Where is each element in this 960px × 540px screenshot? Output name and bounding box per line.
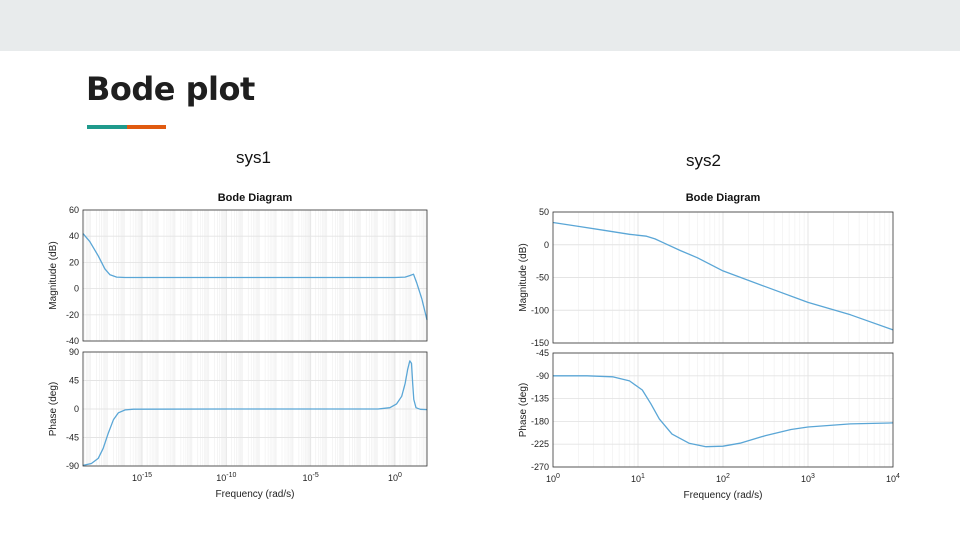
x-tick-label: 101 <box>631 473 645 484</box>
phase-series-line <box>82 360 428 467</box>
chart-title: Bode Diagram <box>218 192 293 204</box>
x-tick-label: 100 <box>388 472 402 483</box>
magnitude-y-tick-label: 40 <box>69 231 79 241</box>
magnitude-y-tick-label: 0 <box>74 284 79 294</box>
magnitude-y-tick-label: -20 <box>66 310 79 320</box>
magnitude-y-tick-label: 50 <box>539 207 549 217</box>
phase-y-axis-label: Phase (deg) <box>518 383 529 437</box>
x-tick-label: 10-10 <box>216 472 236 483</box>
phase-y-tick-label: 0 <box>74 404 79 414</box>
magnitude-y-tick-label: -40 <box>66 336 79 346</box>
phase-y-tick-label: -135 <box>531 394 549 404</box>
magnitude-axes-frame <box>552 211 894 344</box>
x-tick-label: 100 <box>546 473 560 484</box>
phase-axes-frame <box>82 351 428 467</box>
phase-y-tick-label: 45 <box>69 376 79 386</box>
magnitude-y-tick-label: -150 <box>531 338 549 348</box>
magnitude-y-tick-label: 20 <box>69 257 79 267</box>
accent-bar-orange <box>127 125 166 129</box>
magnitude-y-tick-label: -100 <box>531 305 549 315</box>
plot-label-sys2: sys2 <box>686 151 721 170</box>
plot-label-sys1: sys1 <box>236 148 271 167</box>
phase-y-tick-label: -180 <box>531 416 549 426</box>
phase-y-tick-label: -45 <box>536 348 549 358</box>
magnitude-y-axis-label: Magnitude (dB) <box>48 241 59 309</box>
x-axis-label: Frequency (rad/s) <box>684 490 763 501</box>
magnitude-series-line <box>552 221 894 331</box>
x-tick-label: 10-15 <box>132 472 152 483</box>
phase-y-tick-label: -90 <box>66 461 79 471</box>
magnitude-y-tick-label: 60 <box>69 205 79 215</box>
x-tick-label: 10-5 <box>303 472 319 483</box>
x-axis-label: Frequency (rad/s) <box>216 489 295 500</box>
top-bar <box>0 0 960 51</box>
phase-series-line <box>553 375 894 448</box>
accent-bar-teal <box>87 125 127 129</box>
phase-y-axis-label: Phase (deg) <box>48 382 59 436</box>
phase-axes-frame <box>552 352 894 468</box>
chart-title: Bode Diagram <box>686 192 761 204</box>
bode-figure-sys2: Bode Diagram 50 0 -50 -100 -150 Magnitude (dB)… <box>518 192 900 501</box>
magnitude-axes-frame <box>82 209 428 342</box>
x-tick-label: 103 <box>801 473 815 484</box>
magnitude-y-tick-label: -50 <box>536 273 549 283</box>
bode-figure-sys1: Bode Diagram 60 40 20 0 -20 -40 Magnitude (dB) 9… <box>48 192 428 500</box>
magnitude-series-line <box>82 233 428 321</box>
x-tick-label: 104 <box>886 473 900 484</box>
magnitude-y-axis-label: Magnitude (dB) <box>518 243 529 311</box>
phase-y-tick-label: -270 <box>531 462 549 472</box>
phase-y-tick-label: -45 <box>66 433 79 443</box>
magnitude-y-tick-label: 0 <box>544 240 549 250</box>
phase-y-tick-label: -90 <box>536 371 549 381</box>
slide-title: Bode plot <box>86 70 255 108</box>
x-tick-label: 102 <box>716 473 730 484</box>
phase-y-tick-label: 90 <box>69 347 79 357</box>
phase-y-tick-label: -225 <box>531 439 549 449</box>
